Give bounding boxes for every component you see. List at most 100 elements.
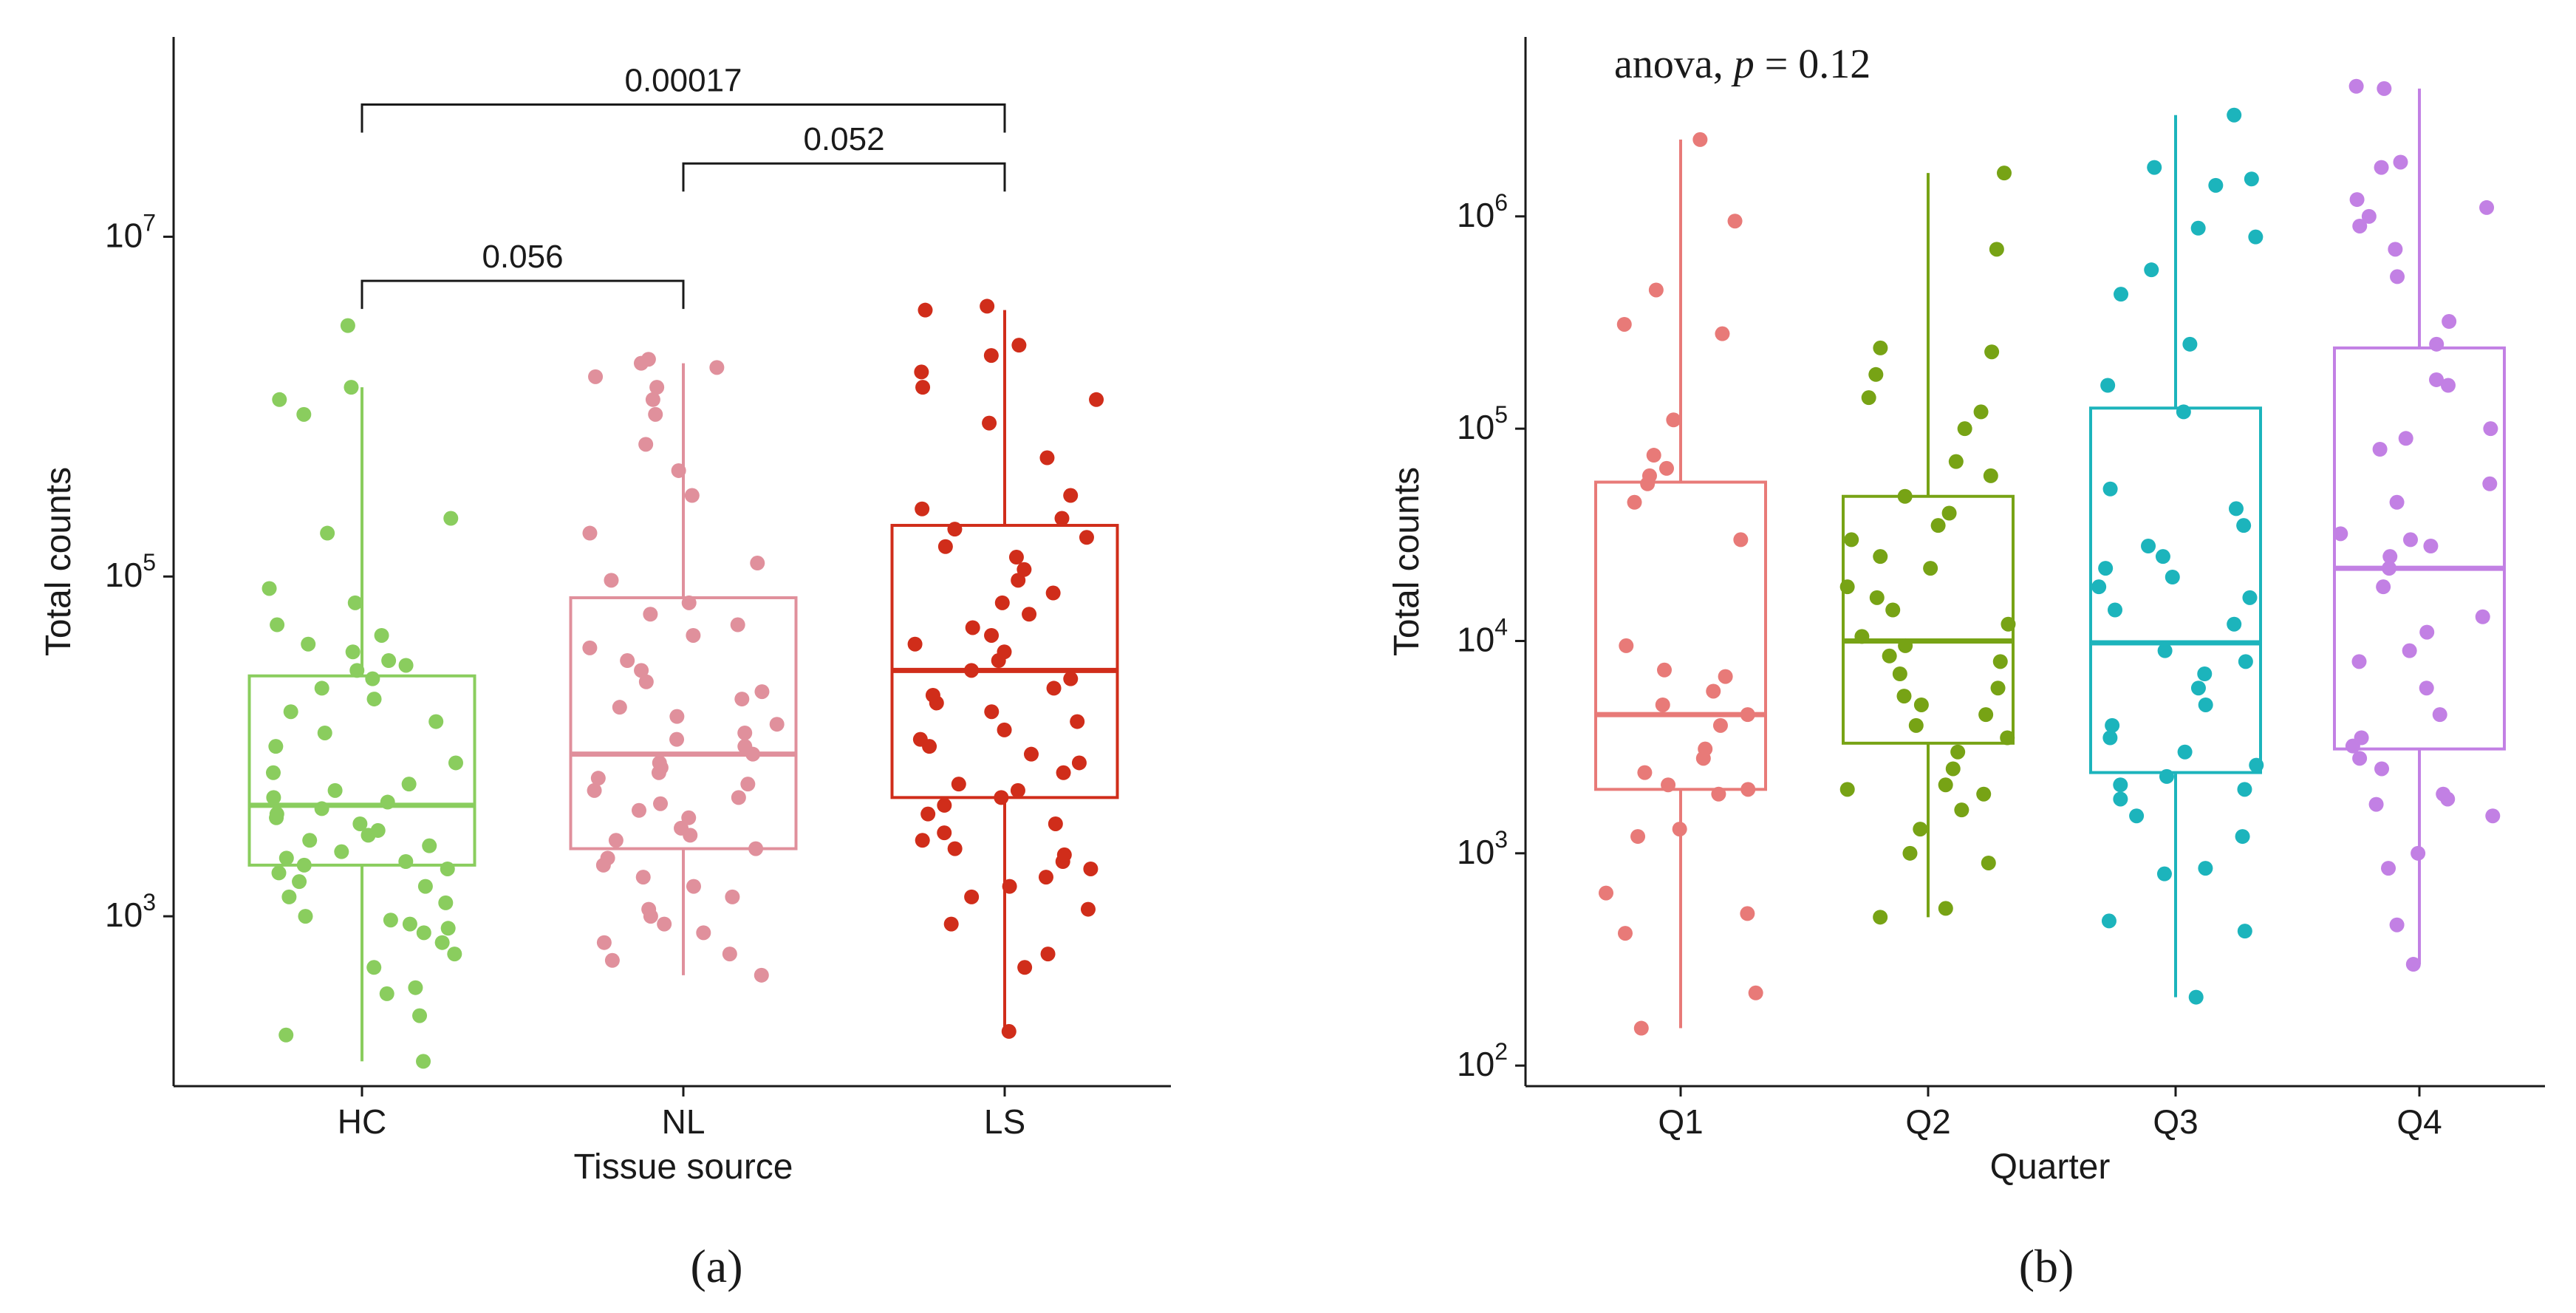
data-point-q3 xyxy=(2129,808,2145,824)
data-point-nl xyxy=(643,607,658,622)
data-point-q3 xyxy=(2249,757,2264,773)
data-point-q1 xyxy=(1666,412,1681,428)
data-point-q3 xyxy=(2113,777,2128,793)
data-point-q4 xyxy=(2361,208,2377,224)
data-point-q1 xyxy=(1627,494,1642,510)
data-point-q3 xyxy=(2107,602,2122,618)
data-point-q2 xyxy=(1861,390,1876,406)
data-point-nl xyxy=(582,640,598,655)
data-point-hc xyxy=(401,777,417,792)
data-point-q1 xyxy=(1661,777,1676,793)
data-point-q3 xyxy=(2208,177,2224,193)
data-point-nl xyxy=(709,360,725,375)
panel-a-label: (a) xyxy=(690,1240,742,1292)
data-point-hc xyxy=(283,704,298,720)
data-point-hc xyxy=(265,765,281,780)
data-point-ls xyxy=(918,302,933,318)
significance-bracket xyxy=(682,162,1006,192)
data-point-q2 xyxy=(1992,654,2008,669)
data-point-ls xyxy=(982,415,997,431)
data-point-q2 xyxy=(1913,822,1928,837)
data-point-nl xyxy=(737,725,753,740)
data-point-q4 xyxy=(2475,609,2490,624)
data-point-q3 xyxy=(2227,616,2242,632)
data-point-q1 xyxy=(1733,532,1749,548)
data-point-hc xyxy=(320,525,335,541)
data-point-ls xyxy=(997,722,1012,737)
data-point-ls xyxy=(1001,1023,1017,1039)
data-point-q4 xyxy=(2382,561,2397,576)
data-point-hc xyxy=(408,980,423,995)
data-point-q1 xyxy=(1692,132,1708,147)
x-tick-label-q2: Q2 xyxy=(1905,1102,1950,1141)
data-point-hc xyxy=(349,663,365,678)
data-point-ls xyxy=(994,790,1009,805)
box-hc xyxy=(247,674,476,867)
data-point-ls xyxy=(965,620,980,635)
y-tick-label: 107 xyxy=(105,209,156,254)
data-point-hc xyxy=(352,816,368,831)
data-point-hc xyxy=(272,392,287,407)
data-point-q2 xyxy=(1990,681,2006,696)
data-point-q4 xyxy=(2368,797,2384,812)
data-point-ls xyxy=(1071,755,1087,771)
data-point-q3 xyxy=(2156,866,2172,881)
data-point-q4 xyxy=(2483,421,2498,437)
data-point-nl xyxy=(596,935,612,950)
data-point-q4 xyxy=(2374,761,2390,777)
data-point-q2 xyxy=(1984,344,2000,360)
data-point-hc xyxy=(298,909,313,924)
data-point-nl xyxy=(600,850,615,866)
data-point-q2 xyxy=(1892,666,1907,681)
data-point-ls xyxy=(984,627,1000,643)
data-point-hc xyxy=(417,879,433,894)
data-point-hc xyxy=(365,671,380,686)
data-point-nl xyxy=(769,717,785,732)
y-tick-label: 103 xyxy=(1457,826,1508,871)
data-point-nl xyxy=(731,790,746,805)
data-point-ls xyxy=(915,380,931,395)
data-point-hc xyxy=(347,595,363,610)
data-point-ls xyxy=(1038,870,1053,885)
data-point-q4 xyxy=(2351,654,2367,669)
data-point-hc xyxy=(448,755,463,771)
data-point-q2 xyxy=(1923,561,1938,576)
data-point-q2 xyxy=(1950,744,1966,760)
data-point-nl xyxy=(634,663,649,678)
data-point-q4 xyxy=(2402,532,2418,548)
data-point-ls xyxy=(984,704,1000,720)
data-point-q1 xyxy=(1633,1020,1649,1036)
data-point-q1 xyxy=(1646,448,1661,463)
data-point-q4 xyxy=(2436,786,2451,802)
data-point-hc xyxy=(327,782,343,798)
data-point-q2 xyxy=(1898,638,1913,653)
data-point-ls xyxy=(983,348,999,364)
data-point-q2 xyxy=(1873,549,1888,565)
data-point-q4 xyxy=(2377,81,2392,96)
data-point-q1 xyxy=(1619,638,1634,653)
data-point-q1 xyxy=(1712,717,1728,733)
data-point-ls xyxy=(1056,847,1072,862)
data-point-q2 xyxy=(1873,910,1888,925)
y-tick-label: 105 xyxy=(105,549,156,594)
data-point-q4 xyxy=(2405,957,2421,972)
data-point-hc xyxy=(428,714,444,729)
data-point-q4 xyxy=(2442,314,2457,330)
data-point-q4 xyxy=(2429,336,2445,352)
box-nl xyxy=(569,596,798,850)
data-point-ls xyxy=(914,364,929,380)
data-point-q2 xyxy=(1902,845,1918,861)
y-axis-title: Total counts xyxy=(39,467,78,656)
data-point-q1 xyxy=(1711,786,1726,802)
data-point-ls xyxy=(1089,392,1104,407)
data-point-nl xyxy=(604,573,619,588)
data-point-hc xyxy=(262,581,277,596)
data-point-q2 xyxy=(1885,602,1901,618)
data-point-hc xyxy=(381,653,397,669)
data-point-ls xyxy=(1079,530,1094,545)
data-point-ls xyxy=(997,644,1012,660)
data-point-q2 xyxy=(1938,777,1953,793)
data-point-hc xyxy=(422,838,437,853)
data-point-ls xyxy=(912,731,928,747)
data-point-ls xyxy=(907,636,923,652)
